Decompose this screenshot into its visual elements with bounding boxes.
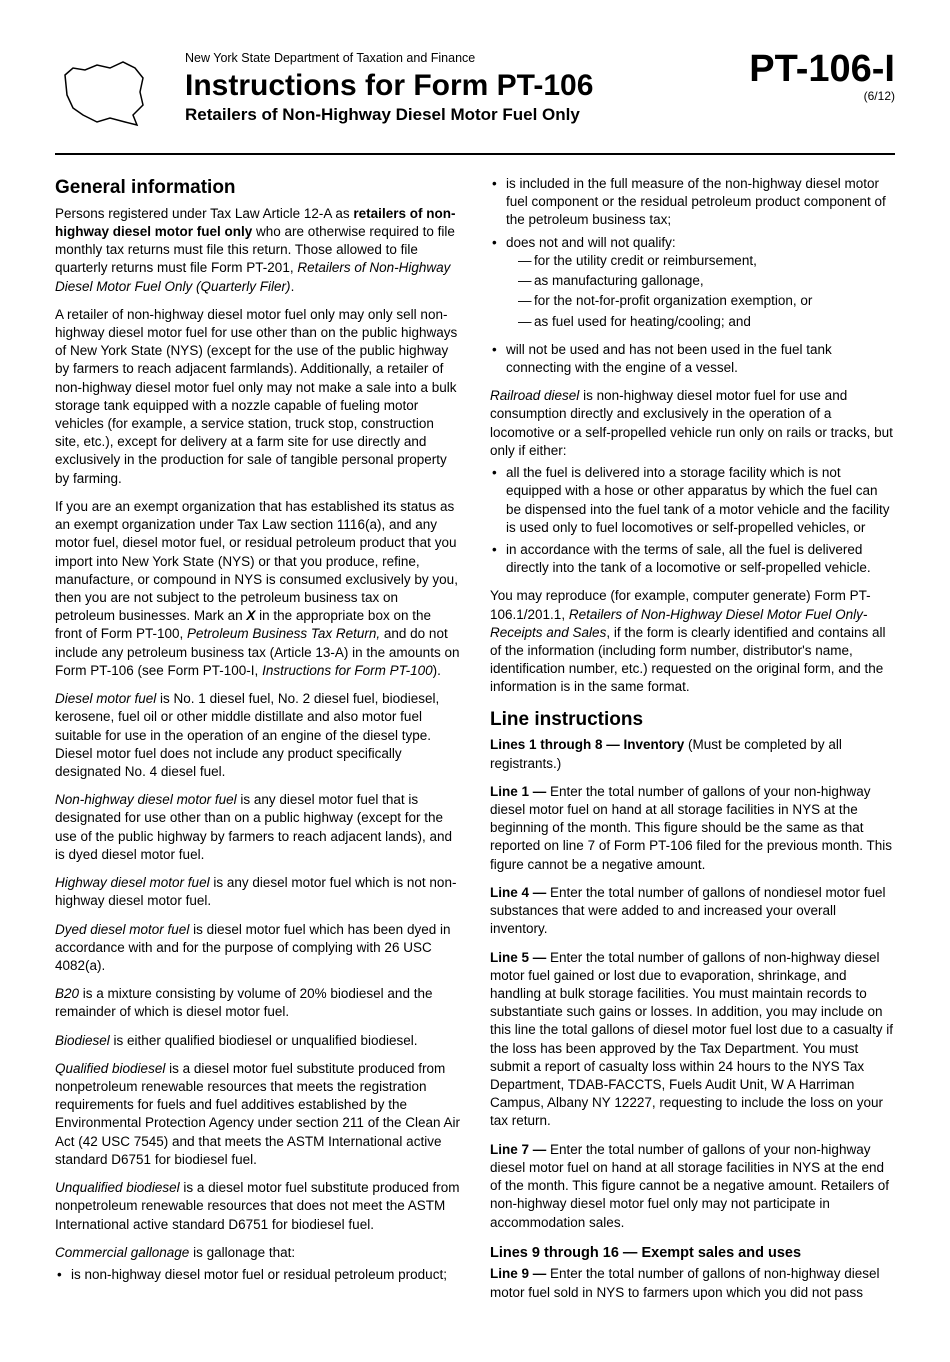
- railroad-list: all the fuel is delivered into a storage…: [490, 464, 895, 577]
- para-exempt-org: If you are an exempt organization that h…: [55, 498, 460, 680]
- dept-name: New York State Department of Taxation an…: [185, 50, 749, 67]
- def-biodiesel: Biodiesel is either qualified biodiesel …: [55, 1032, 460, 1050]
- def-non-highway-diesel: Non-highway diesel motor fuel is any die…: [55, 791, 460, 864]
- para-reproduce: You may reproduce (for example, computer…: [490, 587, 895, 696]
- cg-dash-3: for the not-for-profit organization exem…: [506, 292, 895, 310]
- line-1: Line 1 — Enter the total number of gallo…: [490, 783, 895, 874]
- def-b20: B20 is a mixture consisting by volume of…: [55, 985, 460, 1021]
- document-subtitle: Retailers of Non-Highway Diesel Motor Fu…: [185, 104, 749, 127]
- def-unqualified-biodiesel: Unqualified biodiesel is a diesel motor …: [55, 1179, 460, 1234]
- def-qualified-biodiesel: Qualified biodiesel is a diesel motor fu…: [55, 1060, 460, 1169]
- cg-dash-list: for the utility credit or reimbursement,…: [506, 252, 895, 331]
- line-5: Line 5 — Enter the total number of gallo…: [490, 949, 895, 1131]
- def-diesel-motor-fuel: Diesel motor fuel is No. 1 diesel fuel, …: [55, 690, 460, 781]
- document-header: New York State Department of Taxation an…: [55, 50, 895, 155]
- def-commercial-gallonage: Commercial gallonage is gallonage that:: [55, 1244, 460, 1262]
- def-highway-diesel: Highway diesel motor fuel is any diesel …: [55, 874, 460, 910]
- line-4: Line 4 — Enter the total number of gallo…: [490, 884, 895, 939]
- rr-bullet-2: in accordance with the terms of sale, al…: [490, 541, 895, 577]
- cg-dash-2: as manufacturing gallonage,: [506, 272, 895, 290]
- nys-state-icon: [55, 50, 155, 135]
- para-registrants: Persons registered under Tax Law Article…: [55, 205, 460, 296]
- cg-list-right: is included in the full measure of the n…: [490, 175, 895, 377]
- left-column: General information Persons registered u…: [55, 175, 460, 1312]
- line-9: Line 9 — Enter the total number of gallo…: [490, 1265, 895, 1301]
- cg-dash-1: for the utility credit or reimbursement,: [506, 252, 895, 270]
- form-code-block: PT-106-I (6/12): [749, 50, 895, 104]
- inventory-subheading: Lines 1 through 8 — Inventory (Must be c…: [490, 736, 895, 772]
- content-columns: General information Persons registered u…: [55, 175, 895, 1312]
- cg-dash-4: as fuel used for heating/cooling; and: [506, 313, 895, 331]
- document-title: Instructions for Form PT-106: [185, 69, 749, 102]
- line-instructions-heading: Line instructions: [490, 707, 895, 733]
- header-text-block: New York State Department of Taxation an…: [185, 50, 749, 127]
- line-7: Line 7 — Enter the total number of gallo…: [490, 1141, 895, 1232]
- cg-bullet-4: will not be used and has not been used i…: [490, 341, 895, 377]
- form-date: (6/12): [749, 88, 895, 104]
- general-info-heading: General information: [55, 175, 460, 201]
- cg-bullet-2: is included in the full measure of the n…: [490, 175, 895, 230]
- cg-bullet-1: is non-highway diesel motor fuel or resi…: [55, 1266, 460, 1284]
- def-railroad-diesel: Railroad diesel is non-highway diesel mo…: [490, 387, 895, 460]
- form-code: PT-106-I: [749, 50, 895, 88]
- rr-bullet-1: all the fuel is delivered into a storage…: [490, 464, 895, 537]
- def-dyed-diesel: Dyed diesel motor fuel is diesel motor f…: [55, 921, 460, 976]
- right-column: is included in the full measure of the n…: [490, 175, 895, 1312]
- cg-bullet-3: does not and will not qualify: for the u…: [490, 234, 895, 331]
- para-retailer-restrictions: A retailer of non-highway diesel motor f…: [55, 306, 460, 488]
- cg-list-left: is non-highway diesel motor fuel or resi…: [55, 1266, 460, 1284]
- exempt-sales-heading: Lines 9 through 16 — Exempt sales and us…: [490, 1244, 895, 1264]
